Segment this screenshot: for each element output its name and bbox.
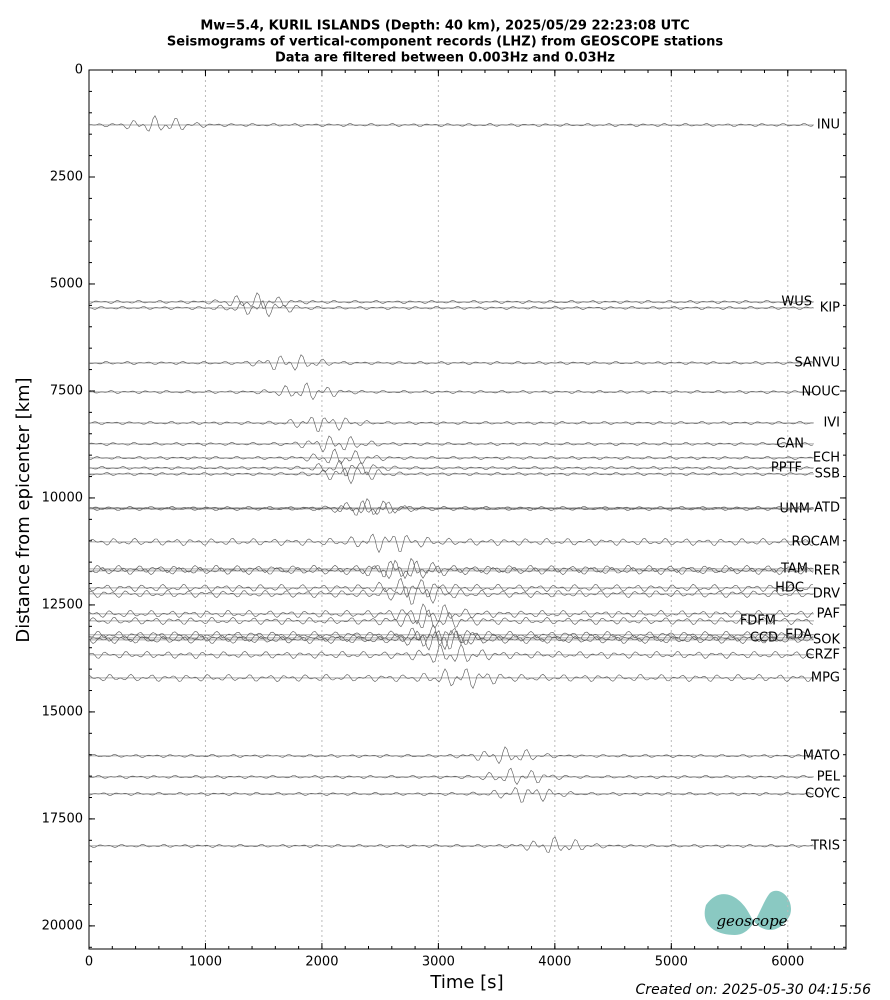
- station-label: RER: [814, 563, 840, 578]
- station-label: FDFM: [740, 613, 776, 628]
- station-label: TAM: [780, 561, 808, 576]
- station-label: PPTF: [771, 460, 802, 475]
- waveform: [88, 586, 814, 605]
- station-label: SANVU: [794, 355, 840, 370]
- waveform: [88, 435, 814, 453]
- station-label: MPG: [811, 670, 840, 685]
- x-tick-label: 0: [85, 955, 93, 970]
- x-tick-label: 3000: [422, 955, 455, 970]
- station-label: INU: [817, 117, 840, 132]
- station-label: ATD: [814, 500, 840, 515]
- x-tick-label: 6000: [771, 955, 804, 970]
- station-label: CAN: [776, 436, 804, 451]
- waveform: [88, 292, 814, 309]
- x-tick-label: 1000: [189, 955, 222, 970]
- waveform: [88, 668, 814, 689]
- station-label: IVI: [823, 415, 840, 430]
- waveform: [88, 630, 814, 651]
- station-label: SOK: [813, 632, 840, 647]
- station-label: CCD: [750, 630, 778, 645]
- waveform: [88, 557, 814, 580]
- chart-title: Data are filtered between 0.003Hz and 0.…: [275, 51, 615, 66]
- waveform: [88, 448, 814, 465]
- waveform: [88, 382, 814, 401]
- waveform: [88, 787, 814, 803]
- station-label: PAF: [817, 606, 840, 621]
- logo-text: geoscope: [716, 912, 787, 930]
- waveform: [88, 533, 814, 554]
- station-label: PEL: [817, 769, 841, 784]
- waveform: [88, 577, 814, 598]
- x-tick-label: 4000: [538, 955, 571, 970]
- y-tick-label: 2500: [50, 169, 83, 184]
- waveform: [88, 746, 814, 765]
- station-label: CRZF: [806, 647, 841, 662]
- waveform: [88, 624, 814, 646]
- x-tick-label: 2000: [305, 955, 338, 970]
- waveform: [88, 354, 814, 371]
- station-label: UNM: [780, 501, 810, 516]
- waveform: [88, 115, 814, 132]
- station-label: KIP: [820, 300, 840, 315]
- station-label: ROCAM: [792, 534, 840, 549]
- chart-title: Mw=5.4, KURIL ISLANDS (Depth: 40 km), 20…: [200, 19, 689, 34]
- waveform: [88, 416, 814, 432]
- y-tick-label: 10000: [42, 490, 83, 505]
- y-tick-label: 0: [75, 63, 83, 78]
- y-tick-label: 7500: [50, 383, 83, 398]
- station-label: DRV: [813, 586, 840, 601]
- station-label: WUS: [781, 294, 812, 309]
- station-label: ECH: [813, 450, 840, 465]
- y-tick-label: 20000: [42, 918, 83, 933]
- logo-shape: [704, 890, 791, 935]
- waveform: [88, 609, 814, 629]
- y-tick-label: 5000: [50, 276, 83, 291]
- x-axis-label: Time [s]: [429, 972, 503, 993]
- waveform: [88, 498, 814, 515]
- station-label: SSB: [815, 466, 840, 481]
- logo: geoscope: [704, 890, 791, 935]
- station-label: COYC: [805, 786, 840, 801]
- waveform: [88, 559, 814, 580]
- y-tick-label: 17500: [42, 811, 83, 826]
- waveform: [88, 300, 814, 318]
- station-label: HDC: [775, 580, 804, 595]
- station-label: MATO: [803, 748, 840, 763]
- x-tick-label: 5000: [655, 955, 688, 970]
- station-label: NOUC: [801, 384, 840, 399]
- chart-title: Seismograms of vertical-component record…: [167, 35, 723, 50]
- y-axis-label: Distance from epicenter [km]: [13, 377, 34, 642]
- waveform: [88, 836, 814, 853]
- y-tick-label: 15000: [42, 704, 83, 719]
- created-note: Created on: 2025-05-30 04:15:56: [636, 982, 872, 998]
- waveform: [88, 767, 814, 785]
- station-label: TRIS: [810, 838, 840, 853]
- y-tick-label: 12500: [42, 597, 83, 612]
- plot-frame: [88, 69, 847, 950]
- waveform: [88, 467, 814, 485]
